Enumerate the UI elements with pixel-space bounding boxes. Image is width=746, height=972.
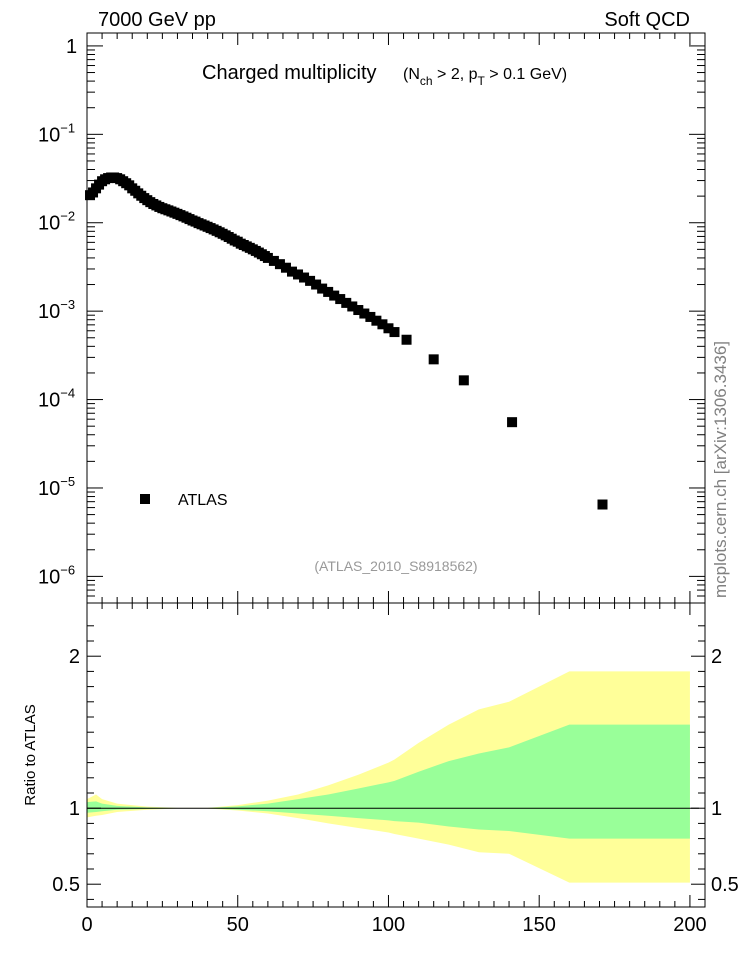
main-y-tick-label: 10−6	[38, 562, 75, 588]
cuts-n-subscript: ch	[420, 74, 433, 88]
ratio-y-tick-labels: 0.5 0.5 1 1 2 2	[52, 646, 739, 896]
cuts-close: > 0.1 GeV)	[485, 66, 567, 83]
data-point	[347, 301, 358, 312]
category-label: Soft QCD	[604, 9, 690, 31]
data-point	[311, 279, 322, 290]
data-point	[597, 499, 608, 510]
data-point	[262, 252, 273, 263]
main-y-tick-label: 10−2	[38, 209, 75, 235]
data-point	[359, 308, 370, 319]
chart-title: Charged multiplicity	[202, 62, 377, 84]
main-y-tick-base: 10	[38, 213, 60, 235]
data-point	[293, 269, 304, 280]
main-y-tick-base: 10	[38, 478, 60, 500]
main-y-tick-label: 10−3	[38, 297, 75, 323]
main-y-tick-base: 10	[38, 301, 60, 323]
data-point	[507, 417, 518, 428]
main-plot: 110−110−210−310−410−510−6 Charged multip…	[38, 32, 706, 604]
data-point	[428, 354, 439, 365]
main-plot-ticks	[86, 33, 706, 604]
main-y-tick-base: 10	[38, 390, 60, 412]
legend-label: ATLAS	[178, 492, 228, 509]
data-point	[329, 290, 340, 301]
ratio-y-tick-label-left: 2	[69, 646, 80, 668]
ratio-y-tick-label-right: 2	[711, 646, 722, 668]
ratio-y-tick-label-right: 1	[711, 798, 722, 820]
ratio-y-tick-label-left: 0.5	[52, 874, 80, 896]
main-plot-frame	[86, 32, 706, 604]
data-point	[458, 375, 469, 386]
legend-marker	[140, 494, 150, 504]
ratio-y-tick-label-left: 1	[69, 798, 80, 820]
x-tick-label: 50	[227, 914, 249, 936]
ratio-band	[87, 724, 690, 839]
main-y-tick-exponent: −6	[60, 562, 75, 577]
main-y-tick-label: 10−1	[38, 120, 75, 146]
chart-title-cuts: (Nch > 2, pT > 0.1 GeV)	[403, 66, 567, 88]
data-point	[268, 255, 279, 266]
cuts-p-subscript: T	[478, 74, 486, 88]
data-point	[389, 327, 400, 338]
analysis-id: (ATLAS_2010_S8918562)	[314, 558, 477, 574]
data-point	[317, 283, 328, 294]
x-tick-label: 200	[673, 914, 706, 936]
main-y-tick-labels: 110−110−210−310−410−510−6	[38, 36, 77, 588]
main-y-tick-exponent: −2	[60, 209, 75, 224]
ratio-y-tick-label-right: 0.5	[711, 874, 739, 896]
atlas-data-series	[85, 172, 608, 510]
data-point	[335, 294, 346, 305]
cuts-mid: > 2, p	[433, 66, 478, 83]
data-point	[274, 259, 285, 270]
x-tick-label: 100	[372, 914, 405, 936]
data-point	[305, 275, 316, 286]
data-point	[286, 266, 297, 277]
ratio-uncertainty-bands	[87, 671, 690, 883]
ratio-plot: 0.5 0.5 1 1 2 2 0 50 100 150 200 Ratio to ATLAS	[22, 602, 739, 936]
data-point	[341, 297, 352, 308]
main-y-tick-base: 10	[38, 566, 60, 588]
main-y-tick-label: 10−4	[38, 386, 75, 412]
main-y-tick-exponent: −4	[60, 386, 75, 401]
main-y-tick-exponent: −3	[60, 297, 75, 312]
chart-title-main: Charged multiplicity	[202, 62, 377, 84]
data-point	[383, 323, 394, 334]
main-y-tick-exponent: −5	[60, 474, 75, 489]
main-y-tick-label: 10−5	[38, 474, 75, 500]
x-tick-label: 0	[81, 914, 92, 936]
data-point	[323, 286, 334, 297]
x-tick-label: 150	[523, 914, 556, 936]
main-y-tick-label: 1	[66, 36, 77, 58]
x-tick-labels: 0 50 100 150 200	[81, 914, 706, 936]
source-watermark: mcplots.cern.ch [arXiv:1306.3436]	[711, 341, 730, 598]
data-point	[371, 315, 382, 326]
data-point	[280, 262, 291, 273]
data-point	[401, 334, 412, 345]
main-y-tick-base: 1	[66, 36, 77, 58]
ratio-plot-frame	[86, 602, 706, 908]
data-point	[353, 305, 364, 316]
main-y-tick-exponent: −1	[60, 120, 75, 135]
ratio-y-axis-label: Ratio to ATLAS	[22, 704, 39, 805]
main-y-tick-base: 10	[38, 124, 60, 146]
collision-energy-label: 7000 GeV pp	[98, 9, 216, 31]
ratio-plot-ticks	[86, 603, 706, 907]
data-point	[299, 272, 310, 283]
cuts-open: (N	[403, 66, 420, 83]
data-point	[365, 311, 376, 322]
data-point	[377, 319, 388, 330]
